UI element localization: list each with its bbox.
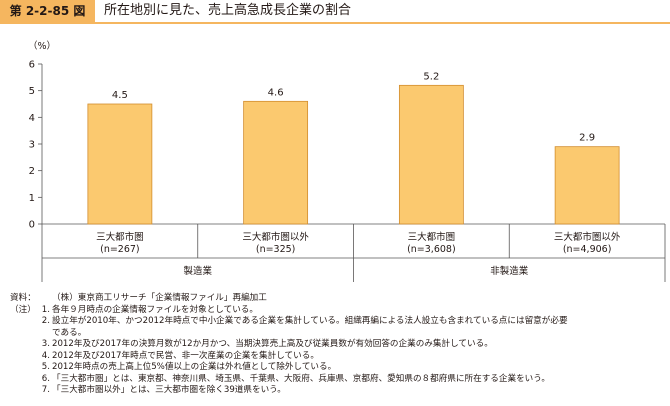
category-label: 三大都市圏以外 [554,231,621,243]
bar [554,146,620,225]
note-number: 7. [41,385,50,395]
note-number: 1. [41,304,50,315]
group-label: 非製造業 [490,265,529,277]
group-label: 製造業 [183,265,212,277]
bar-value-label: 4.5 [112,90,128,101]
y-tick-label: 5 [29,86,35,97]
y-tick-label: 0 [29,220,35,231]
note-number: 5. [41,362,50,372]
note-text: である。 [52,327,87,338]
header-rule [0,22,670,24]
note-text: 「三大都市圏」とは、東京都、神奈川県、埼玉県、千葉県、大阪府、兵庫県、京都府、愛… [52,373,550,384]
category-n-label: (n=3,608) [407,244,456,255]
note-prefix [10,385,36,397]
note-text: 設立年が2010年、かつ2012年時点で中小企業である企業を集計している。組織再… [52,316,568,326]
note-item: 3. 2012年及び2017年の決算月数が12か月かつ、当期決算売上高及び従業員数… [10,339,666,351]
note-item: 5. 2012年時点の売上高上位5%値以上の企業は外れ値として除外している。 [10,362,666,374]
y-tick-label: 6 [29,60,35,71]
category-n-label: (n=267) [100,244,140,255]
bar-value-label: 4.6 [268,87,284,98]
source-text: （株）東京商工リサーチ「企業情報ファイル」再編加工 [52,293,267,303]
note-number: 6. [41,373,50,384]
bar-chart: （%）01234564.5三大都市圏(n=267)4.6三大都市圏以外(n=32… [28,40,666,282]
note-text: 各年９月時点の企業情報ファイルを対象としている。 [52,304,258,315]
bar [398,84,464,225]
note-prefix [10,339,36,351]
category-n-label: (n=4,906) [563,244,612,255]
bar [243,100,309,225]
note-items: （注） 1. 各年９月時点の企業情報ファイルを対象としている。 2. 設立年が2010年… [10,305,666,397]
note-item: 6. 「三大都市圏」とは、東京都、神奈川県、埼玉県、千葉県、大阪府、兵庫県、京都府… [10,374,666,386]
note-prefix [10,316,36,328]
figure-number-badge: 第 2-2-85 図 [0,0,95,22]
category-label: 三大都市圏以外 [242,231,309,243]
note-prefix [10,328,36,340]
source-row: 資料： （株）東京商工リサーチ「企業情報ファイル」再編加工 [10,293,666,305]
note-item: である。 [10,328,666,340]
note-text: 2012年時点の売上高上位5%値以上の企業は外れ値として除外している。 [52,362,337,372]
note-number [36,328,52,340]
figure-header: 第 2-2-85 図 所在地別に見た、売上高急成長企業の割合 [0,0,670,24]
category-label: 三大都市圏 [408,231,456,243]
note-text: 2012年及び2017年時点で民営、非一次産業の企業を集計している。 [52,350,319,361]
note-number: 3. [41,339,50,349]
y-tick-label: 2 [29,166,35,177]
note-prefix [10,351,36,363]
note-item: 7. 「三大都市圏以外」とは、三大都市圏を除く39道県をいう。 [10,385,666,397]
note-number: 4. [41,350,50,361]
figure-title: 所在地別に見た、売上高急成長企業の割合 [104,3,352,18]
note-item: 4. 2012年及び2017年時点で民営、非一次産業の企業を集計している。 [10,351,666,363]
notes-section: 資料： （株）東京商工リサーチ「企業情報ファイル」再編加工 （注） 1. 各年９月時… [10,293,666,397]
bar-value-label: 2.9 [579,133,595,144]
y-axis-unit-label: （%） [28,40,56,52]
note-item: 2. 設立年が2010年、かつ2012年時点で中小企業である企業を集計している。組… [10,316,666,328]
bar-value-label: 5.2 [423,71,439,82]
note-item: （注） 1. 各年９月時点の企業情報ファイルを対象としている。 [10,305,666,317]
y-tick-label: 4 [29,113,35,124]
note-prefix [10,362,36,374]
note-text: 「三大都市圏以外」とは、三大都市圏を除く39道県をいう。 [52,385,286,395]
y-tick-label: 3 [29,140,35,151]
note-prefix [10,374,36,386]
source-label: 資料： [10,293,36,303]
note-prefix: （注） [10,304,36,315]
note-number: 2. [41,316,50,326]
category-n-label: (n=325) [256,244,296,255]
category-label: 三大都市圏 [96,231,144,243]
y-tick-label: 1 [29,193,35,204]
bar [87,103,153,225]
note-text: 2012年及び2017年の決算月数が12か月かつ、当期決算売上高及び従業員数が有… [52,339,493,349]
